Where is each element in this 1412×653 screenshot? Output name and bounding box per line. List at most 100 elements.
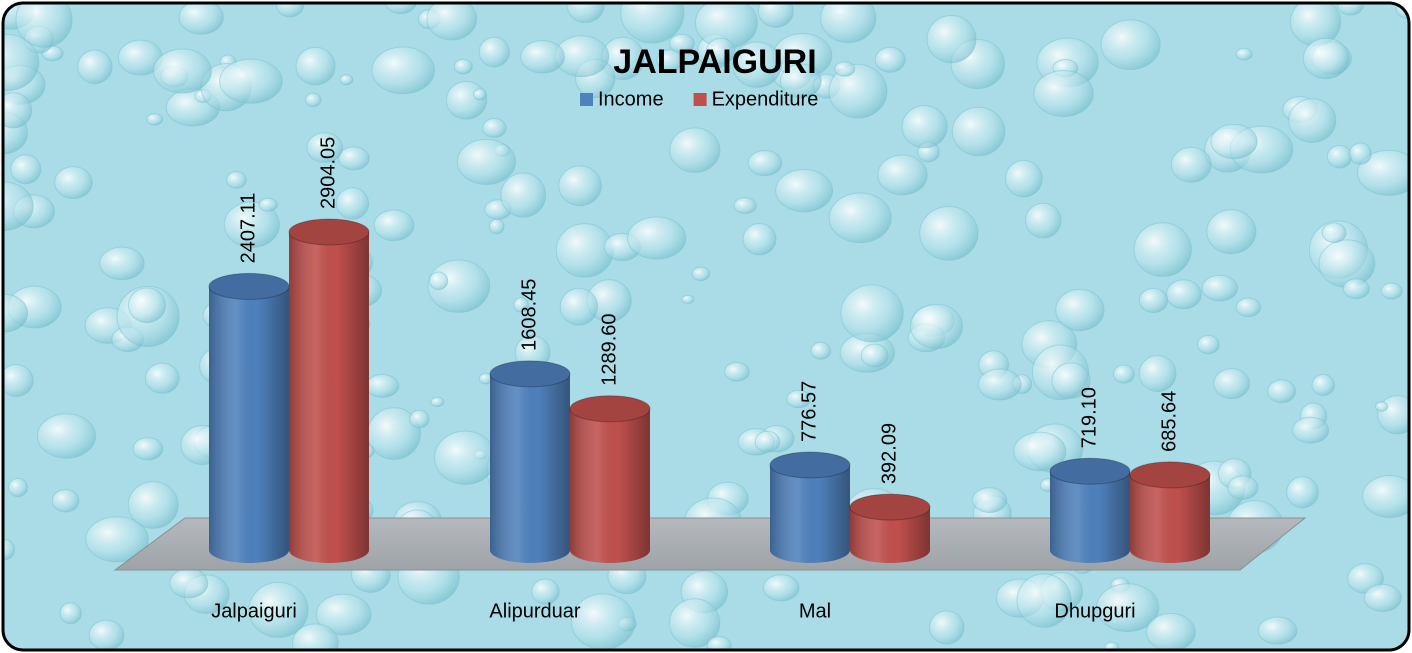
data-label: 1289.60 [598, 313, 620, 385]
bar-top [849, 493, 931, 521]
water-drop [488, 218, 505, 235]
water-drop [668, 33, 695, 54]
water-drop [1016, 573, 1072, 628]
water-drop [1196, 334, 1220, 355]
water-drop [1033, 70, 1094, 117]
bar-shade [570, 408, 650, 563]
data-label: 776.57 [798, 381, 820, 442]
chart-title: JALPAIGURI [613, 43, 816, 81]
water-drop [338, 146, 370, 171]
x-tick-label: Jalpaiguri [211, 600, 297, 622]
water-drop [732, 41, 782, 88]
water-drop [132, 437, 164, 461]
data-label: 2904.05 [317, 137, 339, 209]
water-drop [558, 165, 602, 207]
water-drop [1374, 401, 1389, 412]
water-drop [426, 3, 478, 41]
water-drop [1235, 47, 1253, 61]
water-drop [275, 3, 305, 18]
water-drop [1267, 379, 1297, 404]
water-drop [742, 223, 777, 256]
water-drop [428, 271, 449, 291]
legend-label: Income [598, 88, 664, 110]
water-drop [513, 297, 529, 313]
water-drop [99, 246, 145, 281]
water-drop [877, 154, 928, 196]
water-drop [840, 284, 904, 343]
water-drop [37, 413, 97, 459]
water-drop [691, 266, 711, 282]
water-drop [1288, 98, 1337, 143]
water-drop [1096, 583, 1160, 633]
water-drop [258, 197, 278, 212]
bar-top-shade [490, 360, 570, 387]
data-label: 719.10 [1078, 387, 1100, 448]
water-drop [1201, 274, 1239, 302]
water-drop [951, 106, 1006, 157]
water-drop [292, 623, 339, 650]
water-drop [77, 49, 113, 85]
water-drop [178, 3, 224, 35]
water-drop [1257, 616, 1298, 645]
water-drop [570, 593, 636, 650]
bar-shade [1050, 471, 1130, 563]
water-drop [1138, 287, 1169, 314]
water-drop [669, 598, 721, 648]
bar-shade [850, 507, 930, 563]
water-drop [810, 341, 832, 360]
floor [113, 517, 1307, 571]
water-drop [1292, 416, 1330, 444]
water-drop [219, 58, 283, 104]
water-drop [1138, 354, 1177, 393]
water-drop [295, 46, 336, 86]
water-drop [1363, 583, 1402, 612]
water-drop [705, 37, 736, 65]
water-drop [371, 46, 435, 95]
water-drop [315, 593, 372, 636]
water-drop [1318, 239, 1376, 288]
water-drop [226, 171, 247, 189]
water-drop [1357, 149, 1409, 196]
water-drop [1342, 278, 1370, 300]
water-drop [1013, 431, 1067, 472]
x-tick-label: Alipurduar [489, 600, 581, 622]
water-drop [828, 63, 888, 119]
water-drop [520, 40, 565, 74]
water-drop [3, 181, 34, 232]
water-drop [1146, 612, 1196, 650]
water-drop [919, 205, 979, 261]
water-drop [681, 294, 695, 305]
water-drop [430, 396, 445, 408]
water-drop [627, 216, 687, 260]
water-drop [559, 287, 599, 326]
water-drop [1210, 123, 1258, 160]
water-drop [1362, 474, 1409, 519]
water-drop [1311, 374, 1335, 396]
data-label: 685.64 [1158, 391, 1180, 452]
bar-top [569, 395, 651, 423]
bar-top [769, 451, 851, 479]
water-drop [775, 168, 834, 213]
water-drop [820, 3, 877, 44]
water-drop [1004, 159, 1043, 198]
water-drop [15, 3, 73, 48]
bar-top-shade [209, 273, 289, 300]
water-drop [482, 118, 507, 138]
water-drop [757, 3, 794, 28]
data-label: 392.09 [878, 423, 900, 484]
water-drop [779, 63, 822, 99]
data-label: 2407.11 [237, 193, 259, 264]
water-drop [1348, 142, 1372, 165]
water-drop [1321, 222, 1347, 244]
water-drop [733, 197, 757, 215]
water-drop [656, 49, 683, 72]
water-drop [153, 48, 212, 94]
water-drop [977, 368, 1022, 401]
water-drop [762, 574, 800, 602]
water-drop [1380, 282, 1403, 300]
water-drop [85, 516, 149, 563]
water-drop [1337, 3, 1364, 16]
water-drop [473, 88, 488, 101]
